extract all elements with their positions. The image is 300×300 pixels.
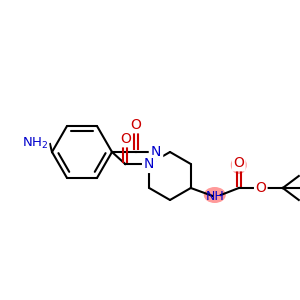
Text: N: N <box>144 157 154 171</box>
Text: NH$_2$: NH$_2$ <box>22 135 48 151</box>
Text: O: O <box>255 181 266 195</box>
Text: O: O <box>233 156 244 170</box>
Text: N: N <box>151 145 161 159</box>
Text: O: O <box>120 132 131 146</box>
Text: NH: NH <box>206 190 224 202</box>
Ellipse shape <box>231 156 247 174</box>
Text: O: O <box>130 118 141 132</box>
Ellipse shape <box>204 187 226 203</box>
